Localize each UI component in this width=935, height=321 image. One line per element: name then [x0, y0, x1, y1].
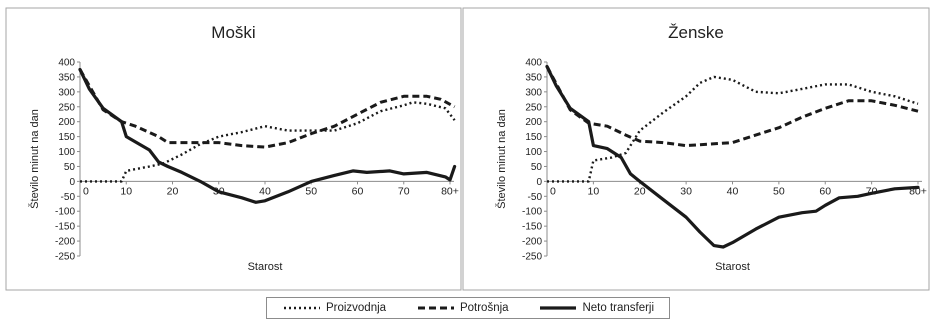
- y-tick-label: -100: [522, 207, 542, 218]
- y-tick-label: -150: [522, 222, 542, 233]
- x-tick-label: 40: [727, 185, 739, 197]
- x-tick-label: 20: [167, 185, 179, 197]
- legend-swatch-dotted: [283, 306, 320, 310]
- y-tick-label: 200: [58, 117, 75, 128]
- series-line-neto-transferji: [545, 64, 920, 249]
- y-tick-label: -50: [528, 192, 543, 203]
- x-tick-label: 60: [819, 185, 831, 197]
- y-axis-title: Število minut na dan: [495, 109, 508, 209]
- y-tick-label: -250: [55, 252, 75, 263]
- series-line-potrosnja: [545, 65, 919, 148]
- x-tick-label: 20: [634, 185, 646, 197]
- x-tick-label: 70: [398, 185, 410, 197]
- legend-item-proizvodnja: Proizvodnja: [282, 302, 386, 314]
- x-axis-title: Starost: [715, 261, 750, 273]
- legend-item-potrosnja: Potrošnja: [416, 302, 509, 314]
- chart-title: Ženske: [668, 23, 724, 42]
- legend-swatch-solid: [540, 306, 577, 310]
- y-axis-title: Število minut na dan: [28, 109, 41, 209]
- x-axis-title: Starost: [248, 261, 283, 273]
- y-tick-label: -200: [522, 237, 542, 248]
- y-tick-label: -50: [61, 192, 76, 203]
- y-tick-label: -200: [55, 237, 75, 248]
- legend-label-neto-transferji: Neto transferji: [582, 302, 655, 314]
- x-tick-label: 0: [83, 185, 89, 197]
- legend-label-potrosnja: Potrošnja: [459, 302, 509, 314]
- y-tick-label: 150: [525, 132, 542, 143]
- y-tick-label: 350: [58, 72, 75, 83]
- chart-title: Moški: [211, 23, 255, 42]
- y-tick-label: 150: [58, 132, 75, 143]
- x-tick-label: 50: [773, 185, 785, 197]
- y-tick-label: -250: [522, 252, 542, 263]
- y-tick-label: -150: [55, 222, 75, 233]
- y-tick-label: 400: [58, 58, 75, 69]
- chart-panel-zenske: Ženske400350300250200150100500-50-100-15…: [462, 7, 930, 291]
- chart-panel-moski: Moški400350300250200150100500-50-100-150…: [5, 7, 462, 291]
- y-tick-label: 0: [536, 177, 542, 188]
- y-tick-label: 250: [58, 102, 75, 113]
- x-tick-label: 50: [305, 185, 317, 197]
- x-tick-label: 60: [352, 185, 364, 197]
- series-line-potrosnja: [78, 68, 456, 149]
- y-tick-label: 200: [525, 117, 542, 128]
- x-tick-label: 80+: [441, 185, 459, 197]
- chart-frame: [462, 7, 930, 291]
- legend-swatch-dashed: [417, 306, 454, 310]
- y-tick-label: 250: [525, 102, 542, 113]
- x-tick-label: 10: [588, 185, 600, 197]
- y-tick-label: 300: [525, 87, 542, 98]
- y-tick-label: 50: [64, 162, 76, 173]
- chart-frame: [5, 7, 462, 291]
- legend-item-neto-transferji: Neto transferji: [538, 302, 654, 314]
- x-tick-label: 70: [866, 185, 878, 197]
- y-tick-label: 400: [525, 58, 542, 69]
- y-tick-label: -100: [55, 207, 75, 218]
- y-tick-label: 350: [525, 72, 542, 83]
- x-tick-label: 40: [259, 185, 271, 197]
- x-tick-label: 30: [680, 185, 692, 197]
- x-tick-label: 10: [120, 185, 132, 197]
- series-line-proizvodnja: [80, 101, 456, 183]
- y-tick-label: 100: [525, 147, 542, 158]
- y-tick-label: 0: [69, 177, 75, 188]
- y-tick-label: 50: [531, 162, 543, 173]
- charts-canvas: Moški400350300250200150100500-50-100-150…: [5, 7, 930, 291]
- y-tick-label: 300: [58, 87, 75, 98]
- y-tick-label: 100: [58, 147, 75, 158]
- series-line-neto-transferji: [78, 67, 457, 204]
- legend: Proizvodnja Potrošnja Neto transferji: [266, 297, 670, 319]
- x-tick-label: 0: [550, 185, 556, 197]
- series-line-proizvodnja: [547, 75, 919, 183]
- legend-label-proizvodnja: Proizvodnja: [325, 302, 387, 314]
